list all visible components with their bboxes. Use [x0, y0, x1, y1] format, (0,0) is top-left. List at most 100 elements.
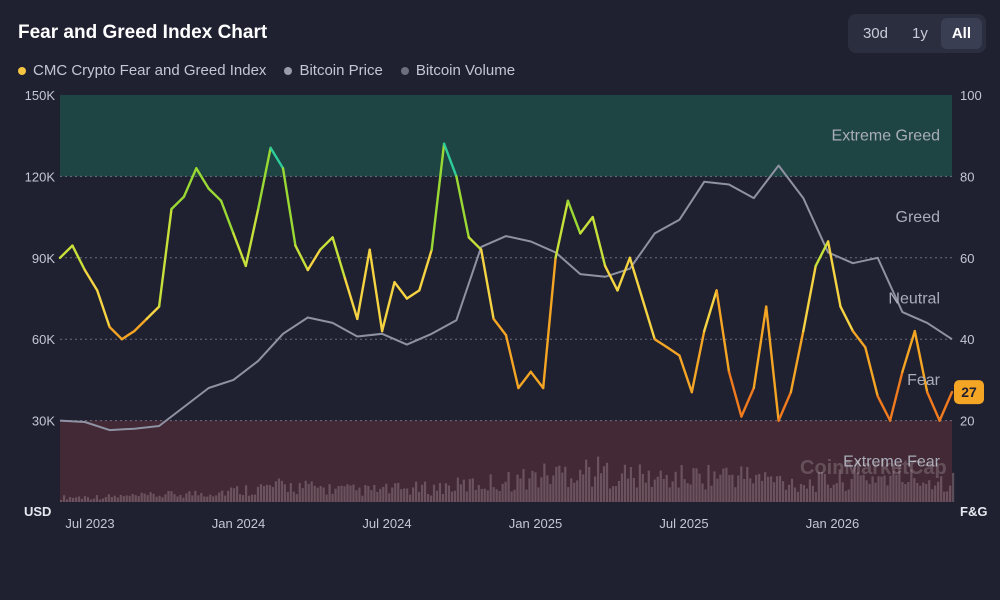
volume-bar — [498, 491, 501, 502]
volume-bar — [80, 498, 84, 502]
volume-bar — [176, 496, 179, 502]
volume-bar — [426, 494, 430, 502]
volume-bar — [728, 475, 731, 502]
volume-bar — [614, 486, 618, 502]
volume-bar — [358, 487, 361, 502]
volume-bar — [638, 464, 641, 502]
volume-bar — [68, 496, 72, 502]
volume-bar — [337, 486, 340, 502]
volume-bar — [340, 485, 343, 502]
volume-bar — [504, 481, 507, 502]
x-tick: Jan 2026 — [806, 516, 860, 531]
fear-greed-segment — [343, 276, 359, 321]
volume-bar — [522, 469, 525, 502]
volume-bar — [152, 493, 155, 502]
fear-greed-segment — [628, 256, 644, 300]
range-30d-button[interactable]: 30d — [862, 25, 888, 42]
fear-greed-segment — [232, 232, 248, 268]
volume-bar — [602, 466, 606, 502]
legend-item-bitcoin-price[interactable]: Bitcoin Price — [284, 62, 383, 79]
volume-bar — [949, 485, 952, 502]
volume-bar — [928, 480, 931, 502]
fear-greed-segment — [504, 333, 520, 390]
fear-greed-segment — [58, 244, 74, 259]
volume-bar — [262, 486, 266, 502]
volume-bar — [188, 491, 191, 502]
volume-bar — [799, 483, 803, 502]
fear-greed-segment — [802, 264, 817, 333]
volume-bar — [596, 456, 600, 502]
volume-bar — [164, 494, 167, 502]
legend-item-fear-greed[interactable]: CMC Crypto Fear and Greed Index — [18, 62, 266, 79]
current-value-text: 27 — [961, 384, 977, 400]
volume-bar — [391, 487, 394, 502]
volume-bar — [283, 484, 286, 502]
volume-bar — [793, 487, 797, 502]
fear-greed-segment — [653, 338, 669, 349]
legend-item-bitcoin-volume[interactable]: Bitcoin Volume — [400, 62, 515, 79]
volume-bar — [943, 491, 946, 502]
volume-bar — [244, 485, 248, 502]
volume-bar — [814, 491, 817, 502]
volume-bar — [107, 494, 110, 502]
fear-greed-segment — [207, 187, 223, 203]
volume-bar — [904, 483, 907, 502]
volume-bar — [403, 488, 406, 502]
volume-bar — [110, 496, 113, 502]
volume-bar — [895, 474, 898, 502]
zone-label-extreme-fear: Extreme Fear — [843, 453, 941, 470]
volume-bar — [310, 481, 313, 502]
volume-bar — [796, 491, 800, 502]
volume-bar — [370, 490, 373, 502]
range-selector: 30d 1y All — [847, 14, 986, 53]
range-all-button[interactable]: All — [940, 18, 982, 49]
fear-greed-segment — [641, 297, 656, 341]
volume-bar — [749, 478, 752, 502]
volume-bar — [608, 488, 612, 502]
volume-bar — [775, 476, 779, 502]
volume-bar — [280, 480, 283, 502]
volume-bar — [767, 476, 770, 502]
fear-greed-segment — [554, 199, 570, 259]
volume-bar — [417, 491, 421, 502]
volume-bar — [161, 497, 164, 502]
volume-bar — [215, 495, 218, 502]
fear-greed-segment — [83, 268, 99, 292]
volume-bar — [922, 482, 925, 502]
fear-greed-segment — [926, 390, 941, 422]
volume-bar — [734, 487, 737, 502]
volume-bar — [940, 476, 943, 502]
volume-bar — [307, 483, 310, 502]
volume-bar — [585, 459, 588, 502]
volume-bar — [453, 490, 456, 502]
volume-bar — [707, 464, 710, 502]
volume-bar — [253, 494, 257, 502]
volume-bar — [620, 473, 624, 502]
fear-greed-segment — [603, 264, 619, 292]
volume-bar — [740, 466, 743, 502]
fear-greed-segment — [727, 370, 743, 418]
volume-bar — [412, 487, 415, 502]
volume-bar — [113, 495, 116, 502]
volume-bar — [641, 473, 644, 502]
volume-bar — [134, 495, 137, 502]
volume-bar — [811, 485, 814, 502]
volume-bar — [531, 470, 534, 502]
volume-bar — [74, 497, 78, 502]
y-left-tick: 90K — [32, 251, 55, 266]
fear-greed-segment — [120, 329, 136, 341]
fear-greed-segment — [393, 281, 409, 300]
range-1y-button[interactable]: 1y — [911, 25, 928, 42]
fear-greed-segment — [418, 248, 433, 292]
volume-bar — [743, 478, 746, 502]
volume-bar — [790, 478, 794, 502]
volume-bar — [459, 484, 462, 502]
volume-bar — [573, 482, 576, 502]
fear-greed-segment — [306, 248, 322, 272]
volume-bar — [671, 481, 674, 502]
volume-bar — [149, 492, 152, 502]
volume-bar — [704, 489, 707, 502]
volume-bar — [492, 487, 495, 502]
zone-label-fear: Fear — [907, 372, 941, 389]
volume-bar — [629, 466, 633, 502]
